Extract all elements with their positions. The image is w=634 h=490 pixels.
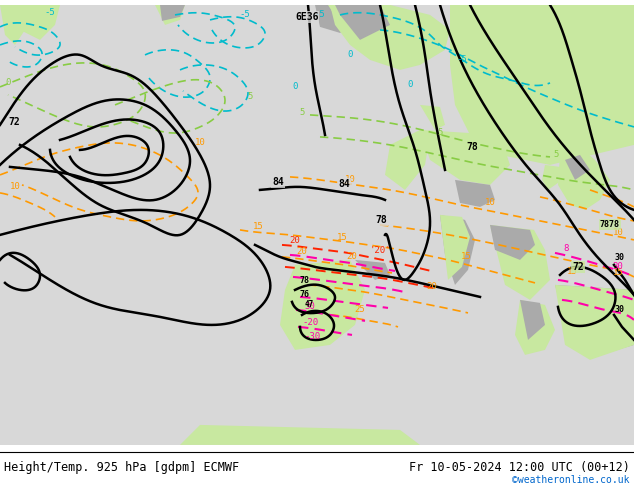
Polygon shape [160,5,185,21]
Text: 72: 72 [8,117,20,127]
Text: '20': '20' [369,246,391,255]
Polygon shape [450,5,634,165]
Text: 78: 78 [375,215,387,225]
Text: -30: -30 [304,332,320,342]
Polygon shape [180,425,420,445]
Text: 5: 5 [299,108,305,118]
Text: 72: 72 [572,262,584,272]
Polygon shape [0,5,30,45]
Polygon shape [542,165,560,190]
Polygon shape [455,180,495,207]
Text: -5: -5 [44,8,55,18]
Polygon shape [515,300,555,355]
Text: 78: 78 [300,276,310,285]
Text: 84: 84 [338,179,350,189]
Polygon shape [565,155,590,180]
Text: Height/Temp. 925 hPa [gdpm] ECMWF: Height/Temp. 925 hPa [gdpm] ECMWF [4,462,239,474]
Text: 15: 15 [337,233,347,243]
Polygon shape [280,260,365,350]
Text: 30: 30 [612,263,623,271]
Polygon shape [0,5,60,40]
Polygon shape [440,215,470,280]
Text: -5: -5 [314,10,325,20]
Polygon shape [0,5,634,445]
Polygon shape [155,5,185,25]
Polygon shape [440,215,475,285]
Text: 6E36: 6E36 [295,12,318,22]
Text: -5: -5 [240,10,250,20]
Text: 15: 15 [612,269,623,277]
Polygon shape [520,300,545,340]
Text: 10: 10 [612,228,623,238]
Text: 15: 15 [252,222,263,231]
Text: 78: 78 [466,142,478,152]
Polygon shape [558,147,610,210]
Text: 8: 8 [564,245,569,253]
Text: 5: 5 [437,128,443,137]
Polygon shape [330,5,450,70]
Text: 0: 0 [407,80,413,89]
Polygon shape [420,105,445,130]
Polygon shape [555,285,634,355]
Polygon shape [420,130,510,185]
Text: 20: 20 [347,252,358,261]
Polygon shape [325,5,380,40]
Polygon shape [385,130,430,190]
Text: -5: -5 [456,55,467,64]
Text: 0: 0 [292,82,298,92]
Polygon shape [355,260,390,280]
Polygon shape [315,5,360,33]
Text: 30: 30 [304,302,315,312]
Text: 0: 0 [5,78,11,87]
Text: 47: 47 [305,300,314,309]
Polygon shape [335,5,390,40]
Text: 7878: 7878 [600,220,620,229]
Text: 10: 10 [195,138,205,147]
Text: 15: 15 [461,252,471,261]
Polygon shape [555,285,634,360]
Polygon shape [490,225,550,300]
Text: 20: 20 [297,247,307,256]
Text: 84: 84 [272,177,284,187]
Text: 76: 76 [300,290,310,299]
Text: 15: 15 [567,268,578,276]
Text: -20: -20 [302,318,318,327]
Text: 5: 5 [553,150,559,159]
Text: 30: 30 [615,305,625,314]
Text: 20: 20 [290,236,301,245]
Text: Fr 10-05-2024 12:00 UTC (00+12): Fr 10-05-2024 12:00 UTC (00+12) [409,462,630,474]
Text: 5: 5 [247,93,253,101]
Polygon shape [490,225,535,260]
Text: 10: 10 [345,175,356,184]
Text: 20: 20 [427,282,437,292]
Text: ©weatheronline.co.uk: ©weatheronline.co.uk [512,475,630,485]
Text: 0: 0 [347,50,353,59]
Text: 10: 10 [10,182,20,192]
Text: 30: 30 [615,253,625,262]
Text: 25: 25 [354,305,365,315]
Text: 10: 10 [484,198,495,207]
